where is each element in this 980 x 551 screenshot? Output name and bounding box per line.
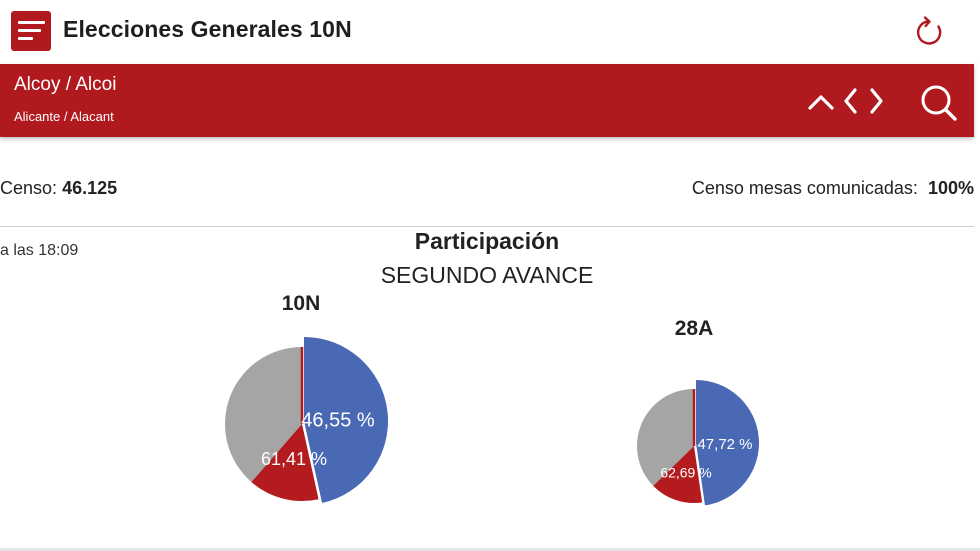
chart-subtitle: SEGUNDO AVANCE — [380, 262, 594, 288]
census-label: Censo: — [0, 178, 58, 198]
pie-slice-current — [696, 380, 759, 506]
refresh-icon[interactable] — [911, 14, 947, 50]
census-reported-label: Censo mesas comunicadas: — [691, 178, 918, 198]
census-reported: Censo mesas comunicadas: 100% — [692, 178, 974, 199]
census-value: 46.125 — [62, 178, 118, 198]
pie-label-current: 46,55 % — [301, 409, 375, 431]
pie-slice-remainder — [636, 389, 694, 486]
search-icon[interactable] — [918, 82, 960, 124]
chevron-up-icon[interactable] — [806, 90, 836, 112]
pie-label-previous: 62,69 % — [660, 465, 711, 481]
municipality-name: Alcoy / Alcoi — [14, 74, 117, 95]
pie-label-28a: 28A — [674, 317, 714, 340]
chart-title: Participación — [414, 228, 560, 254]
chevron-left-right-icon[interactable] — [843, 86, 887, 116]
pie-label-previous: 61,41 % — [261, 449, 327, 469]
menu-button[interactable] — [11, 11, 51, 51]
pie-label-current: 47,72 % — [697, 436, 752, 453]
province-name: Alicante / Alacant — [14, 109, 114, 124]
app-header: Elecciones Generales 10N — [0, 0, 980, 64]
menu-icon-line — [18, 37, 33, 40]
app-title: Elecciones Generales 10N — [63, 16, 352, 42]
census-total: Censo: 46.125 — [0, 178, 117, 199]
bottom-border — [0, 548, 980, 551]
pie-slice-current — [304, 337, 389, 504]
census-reported-value: 100% — [927, 178, 974, 198]
pie-slice-previous — [251, 424, 319, 501]
update-time: a las 18:09 — [0, 242, 79, 259]
location-bar: Alcoy / Alcoi Alicante / Alacant — [0, 64, 974, 137]
menu-icon-line — [18, 29, 41, 32]
divider — [0, 226, 974, 227]
pie-slice-previous — [653, 446, 703, 503]
pie-label-10n: 10N — [281, 292, 321, 315]
pie-slice-remainder — [224, 347, 302, 483]
menu-icon — [18, 21, 45, 24]
